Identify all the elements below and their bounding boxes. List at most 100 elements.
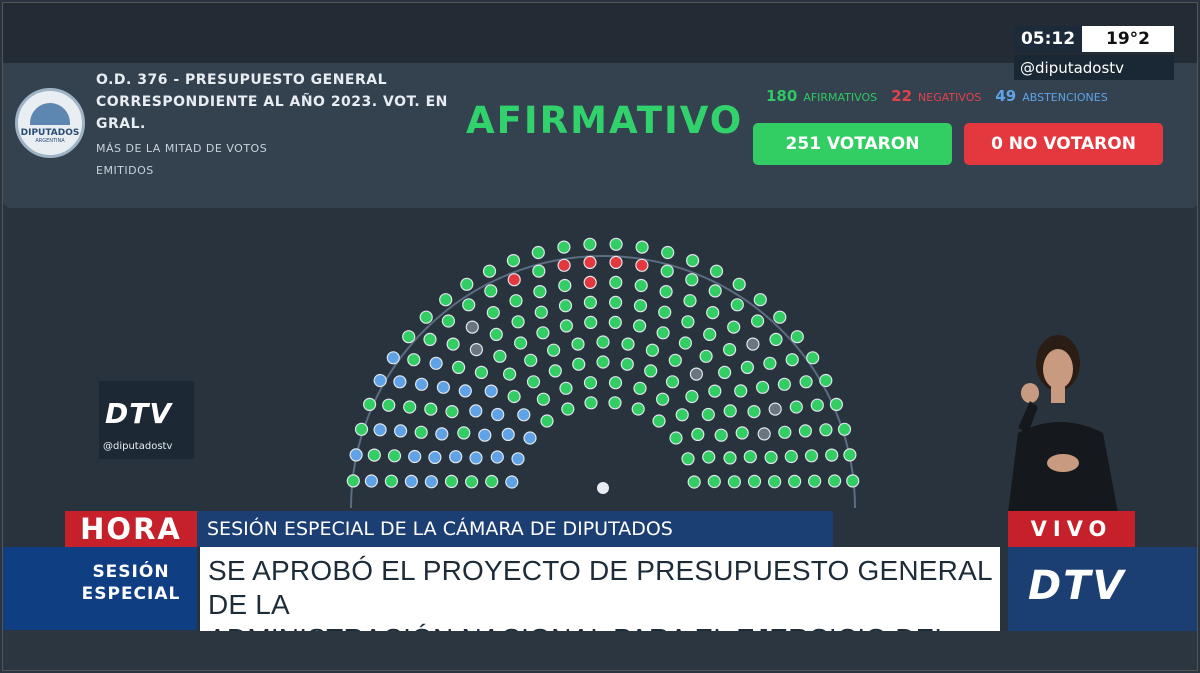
seat	[460, 277, 474, 291]
headline-box: SE APROBÓ EL PROYECTO DE PRESUPUESTO GEN…	[200, 547, 1000, 670]
seat	[557, 240, 571, 254]
seat	[706, 305, 720, 320]
seat	[659, 284, 673, 299]
seat	[685, 273, 699, 287]
seat	[685, 389, 699, 404]
seat	[747, 474, 762, 488]
seat	[558, 278, 572, 293]
seat	[620, 357, 634, 371]
hemicycle-seat-map	[346, 237, 860, 509]
seat	[723, 404, 737, 418]
sesion-especial-box: SESIÓN ESPECIAL	[3, 547, 197, 630]
seat	[740, 360, 754, 374]
seat	[429, 356, 443, 370]
seat	[681, 315, 695, 329]
seat	[491, 407, 505, 422]
seat	[819, 423, 833, 437]
seat	[660, 264, 674, 278]
channel-handle: @diputadostv	[1014, 55, 1174, 80]
seat	[596, 335, 610, 349]
sign-language-interpreter	[988, 323, 1133, 513]
seat	[526, 375, 541, 389]
seat	[584, 396, 598, 410]
seat	[469, 342, 483, 357]
seat	[373, 373, 387, 388]
seat	[788, 474, 802, 488]
seat	[507, 389, 521, 404]
seat	[633, 381, 647, 395]
seat	[511, 452, 525, 466]
vote-title: O.D. 376 - PRESUPUESTO GENERAL CORRESPON…	[96, 72, 448, 132]
congress-dome-icon	[30, 102, 70, 125]
seat	[393, 424, 408, 438]
count-abstenciones: 49 ABSTENCIONES	[995, 87, 1107, 105]
seat	[804, 449, 819, 463]
abstenciones-number: 49	[995, 87, 1017, 105]
seat	[727, 475, 741, 489]
seat	[768, 475, 782, 489]
seat	[681, 452, 695, 466]
seat	[445, 405, 459, 419]
seat	[631, 402, 645, 416]
seat	[465, 320, 479, 334]
seat	[419, 310, 433, 324]
seat	[678, 336, 692, 350]
seat	[484, 384, 498, 398]
seat	[708, 384, 722, 398]
seat	[756, 380, 770, 394]
vote-counts: 180 AFIRMATIVOS 22 NEGATIVOS 49 ABSTENCIONE…	[766, 87, 1108, 105]
seat	[423, 332, 437, 347]
seat	[547, 343, 561, 357]
seat	[404, 474, 419, 488]
seat	[683, 294, 697, 308]
seat	[436, 380, 451, 394]
seat	[536, 392, 550, 406]
seat	[609, 295, 623, 310]
vote-result: AFIRMATIVO	[466, 99, 744, 142]
abstenciones-label: ABSTENCIONES	[1022, 91, 1108, 104]
seat	[446, 337, 460, 351]
seat	[373, 423, 387, 437]
seat	[457, 426, 471, 440]
seat	[469, 404, 483, 418]
seat	[798, 424, 812, 438]
seat	[584, 315, 598, 330]
seat	[661, 245, 675, 260]
seat	[493, 349, 507, 363]
seat	[686, 253, 700, 268]
vote-panel: DIPUTADOS ARGENTINA O.D. 376 - PRESUPUES…	[3, 63, 1197, 208]
seat	[723, 451, 737, 465]
seat	[428, 450, 442, 464]
seat	[441, 314, 456, 328]
seat	[354, 422, 369, 436]
seat	[635, 258, 649, 272]
seat	[723, 342, 737, 357]
seat	[524, 353, 538, 367]
seat	[469, 451, 483, 465]
seat	[828, 474, 842, 488]
seat	[825, 448, 839, 462]
seat	[644, 364, 658, 378]
seat	[621, 337, 635, 351]
seat	[583, 376, 598, 390]
seat	[387, 449, 402, 463]
clock-time: 05:12	[1014, 26, 1082, 52]
clock-temperature: 19°2	[1082, 26, 1174, 52]
live-dtv-mark: DTV	[1028, 563, 1126, 609]
seat	[735, 426, 749, 440]
seat	[363, 397, 377, 411]
presidency-seat	[597, 482, 609, 494]
count-afirmativos: 180 AFIRMATIVOS	[766, 87, 877, 105]
seat	[407, 353, 421, 367]
seat	[734, 384, 748, 398]
seat	[656, 326, 670, 340]
seat	[658, 305, 672, 319]
seat	[514, 336, 528, 350]
seat	[668, 353, 682, 367]
seat	[561, 402, 575, 416]
seat	[424, 475, 439, 489]
seat	[596, 355, 610, 369]
seat	[583, 275, 597, 290]
seat	[608, 396, 622, 410]
